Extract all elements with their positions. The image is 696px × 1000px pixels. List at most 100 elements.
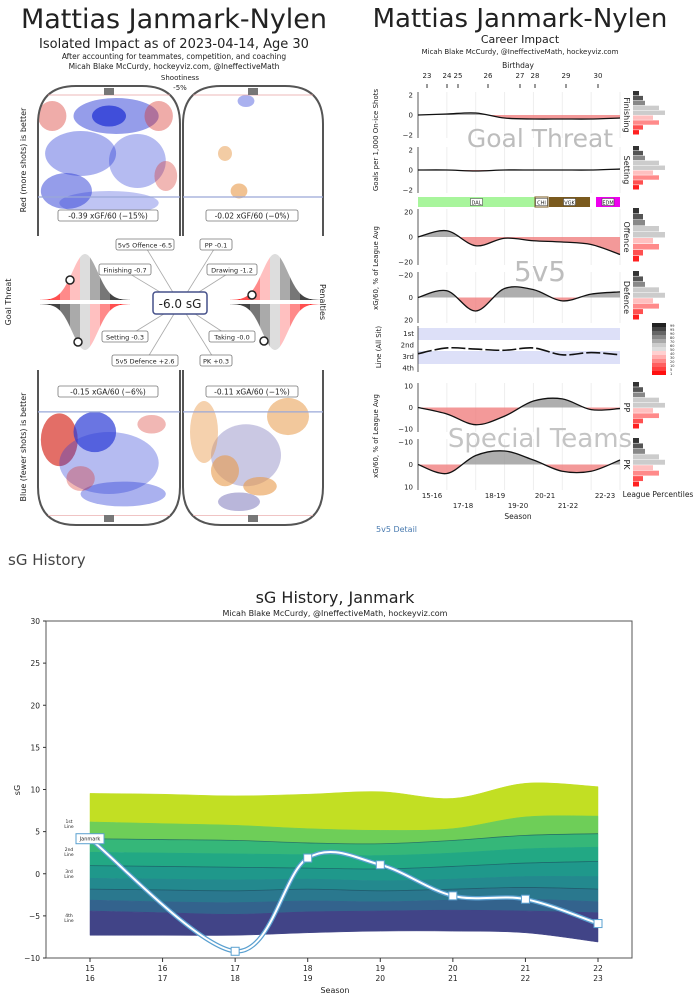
panel-offence: 20 0 −20 Offence: [398, 208, 665, 267]
rink-boards: [37, 85, 181, 236]
percentile-histogram-bar: [633, 155, 645, 161]
x-tick: 17: [230, 964, 240, 973]
percentile-histogram-bar: [633, 226, 659, 232]
rink-offence-pp: [182, 85, 324, 236]
percentile-band: [50, 304, 60, 311]
y-tick: 0: [409, 404, 413, 412]
percentile-histogram-bar: [633, 481, 639, 487]
shot-density-contour: [211, 455, 239, 487]
shot-density-contour: [154, 161, 178, 191]
career-title: Mattias Janmark-Nylen: [373, 4, 668, 34]
percentile-histogram-bar: [633, 160, 659, 166]
component-finishing-box: [98, 263, 152, 276]
percentile-histogram-bar: [633, 298, 653, 304]
band-label: 1st: [66, 819, 73, 825]
career-impact-panel: Mattias Janmark-Nylen Career Impact Mica…: [372, 4, 693, 521]
percentile-band: [230, 304, 240, 306]
percentile-histogram-bar: [633, 232, 665, 238]
percentile-histogram-bar: [633, 276, 643, 282]
legend-title: League Percentiles: [623, 490, 694, 499]
percentile-band: [280, 257, 290, 300]
y-tick: −20: [398, 259, 413, 267]
legend-tick: 50: [670, 348, 674, 352]
legend-swatch: [652, 343, 666, 347]
shot-density-contour: [73, 411, 117, 453]
y-tick: 15: [30, 743, 40, 752]
band-label: Line: [64, 874, 74, 880]
panel-finishing: 2 0 −2 Finishing: [403, 91, 665, 140]
shot-density-contour: [190, 401, 218, 463]
percentile-marker: [247, 290, 257, 300]
band-label: Line: [64, 918, 74, 924]
component-taking-box: [208, 330, 256, 343]
shot-density-contour: [108, 134, 166, 188]
y-tick: −2: [403, 132, 413, 140]
birthday-tick: 25: [454, 72, 463, 80]
legend-tick: 95: [670, 328, 674, 332]
top-ylabel: Red (more shots) is better: [19, 107, 28, 212]
percentile-histogram-bar: [633, 459, 665, 465]
y-tick: 2: [409, 147, 413, 155]
goal-ylabel: Goals per 1,000 On-ice Shots: [372, 89, 380, 192]
legend-swatch: [652, 347, 666, 351]
percentile-band: [270, 254, 280, 300]
percentile-band: [240, 304, 250, 311]
st-ylabel: xG/60, % of League Avg: [372, 394, 380, 478]
y-tick: 0: [409, 112, 413, 120]
impact-line: [417, 397, 621, 426]
birthday-tick: 28: [531, 72, 540, 80]
y-tick: 0: [409, 167, 413, 175]
rink-boards: [182, 370, 324, 526]
rink-boards: [37, 370, 181, 526]
band-label: 4th: [65, 913, 73, 919]
team-label: DAL: [472, 201, 482, 207]
y-tick: 0: [409, 294, 413, 302]
sg-point: [375, 860, 385, 870]
player-title: Mattias Janmark-Nylen: [21, 4, 327, 35]
y-tick: 10: [404, 484, 413, 492]
sg-ylabel: sG: [13, 785, 22, 795]
x-tick: 19: [303, 974, 313, 983]
legend-swatch: [652, 339, 666, 343]
legend-tick: 20: [670, 360, 674, 364]
net-icon: [248, 515, 258, 522]
percentile-histogram-bar: [633, 470, 659, 476]
x-tick: 16: [85, 974, 95, 983]
component-pk: PK +0.3: [203, 358, 229, 366]
percentile-band: [260, 257, 270, 300]
legend-swatch: [652, 363, 666, 367]
percentile-band: [70, 257, 80, 300]
team-label: EDM: [602, 201, 613, 207]
shootiness-label: Shootiness: [161, 74, 200, 82]
percentile-histogram-bar: [633, 165, 665, 170]
percentile-histogram-bar: [633, 150, 643, 156]
sg-history-title: sG History, Janmark: [256, 588, 416, 607]
line-boundary: [89, 887, 599, 892]
percentile-histogram-bar: [633, 292, 665, 298]
shot-density-contour: [38, 101, 67, 131]
shot-density-contour: [218, 492, 260, 512]
line-deployment-line: [417, 346, 621, 356]
percentile-band: [100, 304, 110, 327]
team-label-box: [563, 198, 576, 206]
net-icon: [248, 88, 258, 95]
legend-swatch: [652, 359, 666, 363]
sg-point-label-box: [75, 833, 105, 845]
percentile-marker: [73, 337, 83, 347]
percentile-band: [70, 304, 80, 347]
line-boundary: [89, 861, 599, 870]
legend-tick: 70: [670, 340, 674, 344]
x-tick: 19: [376, 964, 386, 973]
season-tick: 20-21: [535, 492, 555, 500]
percentile-histogram-bar: [633, 214, 643, 220]
above-average-fill: [418, 450, 620, 465]
birthday-tick: 27: [516, 72, 525, 80]
5v5-detail-link[interactable]: 5v5 Detail: [376, 525, 418, 534]
legend-swatch: [652, 355, 666, 359]
shot-density-contour: [267, 397, 309, 436]
y-tick: 10: [30, 786, 40, 795]
shot-density-contour: [218, 146, 232, 161]
season-tick: 21-22: [558, 502, 578, 510]
x-tick: 22: [593, 964, 603, 973]
component-pk-box: [199, 354, 233, 367]
